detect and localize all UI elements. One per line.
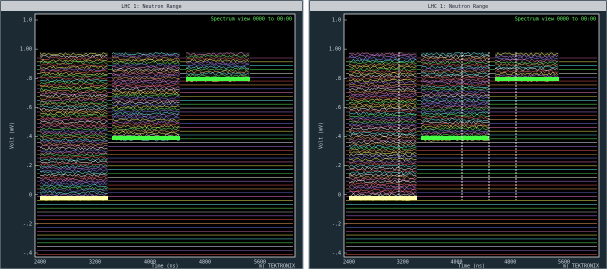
y-tick-label: -.2 [332,221,341,227]
x-axis-label: Time (ns) [458,264,485,270]
y-axis-label: Volt (mV) [319,122,325,149]
y-tick-label: 1.0 [23,18,32,24]
y-tick-label: 1.0 [332,18,341,24]
footer: m) TEKTRONIX [563,264,599,270]
legend: Spectrum view 0000 to 00:00 [211,17,292,23]
block-edge [495,77,559,81]
y-tick-label: -.2 [23,221,32,227]
y-tick-label: .8 [26,76,32,82]
y-tick-label: .6 [26,105,32,111]
block-edge [40,196,108,200]
x-tick-label: 3200 [89,260,101,266]
y-tick-label: -.4 [23,251,32,257]
window: LHC 1: Neutron Range Spectrum view 0000 t… [0,0,303,269]
x-tick-label: 2400 [34,260,46,266]
block-edge [349,196,417,200]
x-tick-label: 4800 [199,260,211,266]
screenshot: LHC 1: Neutron Range Spectrum view 0000 t… [0,0,607,269]
y-tick-label: -.4 [332,251,341,257]
y-tick-label: .6 [335,105,341,111]
y-tick-label: 1.00 [20,47,32,53]
window-title: LHC 1: Neutron Range [428,4,488,10]
y-tick-label: 0 [29,192,32,198]
x-axis-label: Time (ns) [151,264,178,270]
block-edge [186,77,250,81]
block-edge [421,136,489,140]
footer: m) TEKTRONIX [259,264,295,270]
y-tick-label: 1.00 [329,47,341,53]
y-tick-label: .2 [26,163,32,169]
block-edge [112,136,180,140]
window: LHC 1: Neutron Range Spectrum view 0000 t… [309,0,607,269]
y-axis-label: Volt (mV) [10,122,16,149]
x-tick-label: 4800 [504,260,516,266]
window-title: LHC 1: Neutron Range [121,4,181,10]
y-tick-label: .4 [26,134,32,140]
y-tick-label: .8 [335,76,341,82]
y-tick-label: 0 [338,192,341,198]
legend: Spectrum view 0000 to 00:00 [515,17,596,23]
y-tick-label: .4 [335,134,341,140]
x-tick-label: 2400 [343,260,355,266]
x-tick-label: 3200 [397,260,409,266]
y-tick-label: .2 [335,163,341,169]
